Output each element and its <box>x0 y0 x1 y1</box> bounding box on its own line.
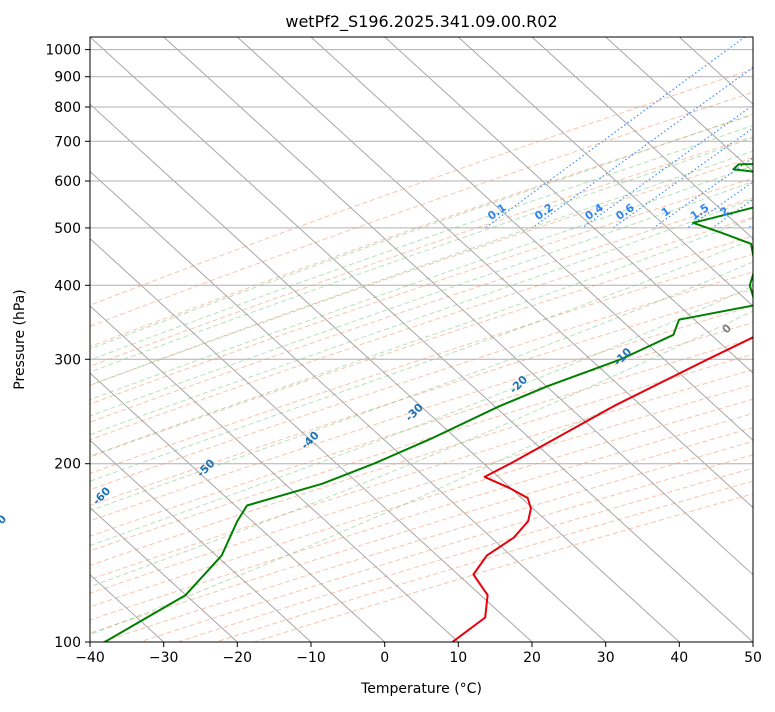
y-tick-label: 300 <box>54 352 81 368</box>
x-tick-label: −10 <box>296 650 326 666</box>
x-tick-label: 30 <box>597 650 615 666</box>
y-tick-label: 500 <box>54 221 81 237</box>
y-tick-label: 700 <box>54 134 81 150</box>
x-tick-label: 20 <box>523 650 541 666</box>
x-tick-label: −40 <box>75 650 105 666</box>
y-tick-label: 1000 <box>45 43 81 59</box>
y-tick-label: 600 <box>54 174 81 190</box>
x-tick-label: −20 <box>223 650 253 666</box>
y-axis-title: Pressure (hPa) <box>12 289 28 389</box>
x-tick-label: 0 <box>380 650 389 666</box>
y-tick-label: 100 <box>54 635 81 651</box>
y-tick-label: 200 <box>54 457 81 473</box>
chart-title: wetPf2_S196.2025.341.09.00.R02 <box>285 12 557 32</box>
x-axis-title: Temperature (°C) <box>360 681 482 697</box>
y-tick-label: 400 <box>54 278 81 294</box>
x-tick-label: 10 <box>449 650 467 666</box>
x-tick-label: −30 <box>149 650 179 666</box>
x-tick-label: 50 <box>744 650 762 666</box>
y-tick-label: 800 <box>54 100 81 116</box>
y-tick-label: 900 <box>54 70 81 86</box>
x-tick-label: 40 <box>670 650 688 666</box>
